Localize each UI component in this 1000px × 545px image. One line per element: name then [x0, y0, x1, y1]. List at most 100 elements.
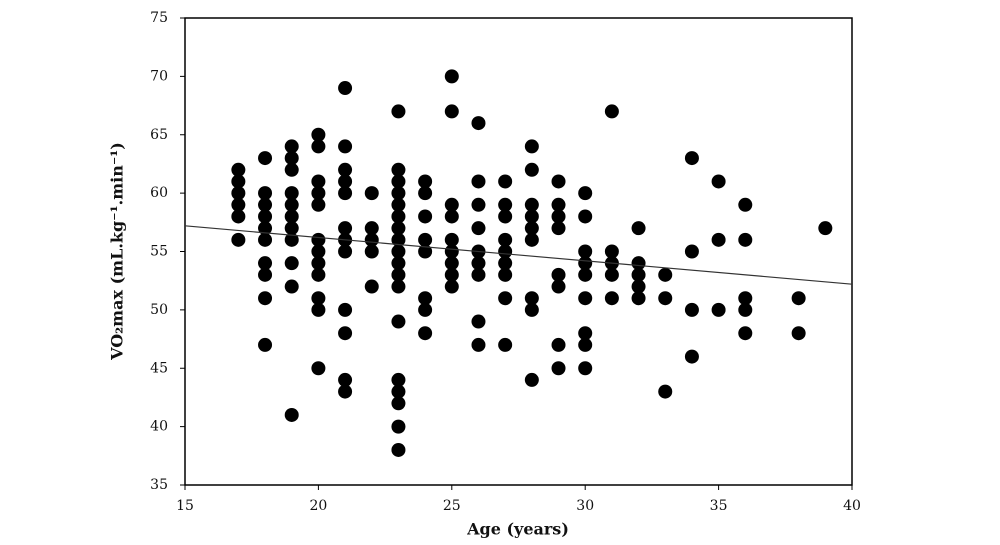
data-point [738, 326, 753, 341]
data-point [284, 162, 299, 177]
data-point [631, 267, 646, 282]
data-point [551, 209, 566, 224]
x-tick-label: 15 [176, 498, 194, 514]
data-point [418, 326, 433, 341]
data-point [284, 232, 299, 247]
y-tick-label: 65 [150, 127, 168, 143]
y-tick-label: 40 [150, 419, 168, 435]
data-point [311, 267, 326, 282]
data-point [258, 197, 273, 212]
data-point [258, 186, 273, 201]
data-point [684, 244, 699, 259]
data-point [364, 232, 379, 247]
data-point [524, 302, 539, 317]
data-point [258, 232, 273, 247]
data-point [498, 291, 513, 306]
data-point [231, 232, 246, 247]
x-axis-title: Age (years) [466, 520, 569, 539]
data-point [711, 174, 726, 189]
data-point [791, 326, 806, 341]
data-point [658, 384, 673, 399]
data-point [284, 209, 299, 224]
trend-line [184, 225, 853, 285]
data-point [231, 162, 246, 177]
data-point [738, 232, 753, 247]
data-point [524, 139, 539, 154]
data-point [284, 151, 299, 166]
data-point [658, 267, 673, 282]
data-point [231, 174, 246, 189]
data-point [684, 302, 699, 317]
data-point [498, 232, 513, 247]
data-point [498, 197, 513, 212]
data-point [258, 221, 273, 236]
data-point [338, 81, 353, 96]
data-point [684, 151, 699, 166]
data-point [418, 232, 433, 247]
data-point [604, 291, 619, 306]
data-point [231, 197, 246, 212]
data-point [658, 291, 673, 306]
data-point [524, 232, 539, 247]
data-point [418, 186, 433, 201]
data-point [311, 302, 326, 317]
data-point [604, 104, 619, 119]
data-point [444, 232, 459, 247]
data-point [711, 302, 726, 317]
data-point [258, 337, 273, 352]
data-point [738, 197, 753, 212]
x-tick-label: 25 [443, 498, 461, 514]
data-point [578, 361, 593, 376]
data-point [498, 267, 513, 282]
x-tick-label: 30 [576, 498, 594, 514]
data-point [231, 186, 246, 201]
data-point [444, 197, 459, 212]
data-point [311, 244, 326, 259]
y-tick-label: 60 [150, 185, 168, 201]
data-point [524, 197, 539, 212]
data-point [524, 372, 539, 387]
data-point [284, 139, 299, 154]
data-point [471, 256, 486, 271]
data-point [338, 162, 353, 177]
data-point [524, 162, 539, 177]
data-point [338, 139, 353, 154]
data-point [738, 302, 753, 317]
y-tick-label: 70 [150, 68, 168, 84]
data-point [391, 256, 406, 271]
data-point [524, 291, 539, 306]
data-point [471, 337, 486, 352]
data-point [391, 396, 406, 411]
x-tick-label: 20 [309, 498, 327, 514]
y-tick-label: 45 [150, 360, 168, 376]
y-axis-title: VO₂max (mL.kg⁻¹.min⁻¹) [108, 142, 127, 361]
data-point [818, 221, 833, 236]
data-point [338, 244, 353, 259]
data-point [498, 209, 513, 224]
data-point [471, 116, 486, 131]
data-point [578, 209, 593, 224]
data-point [551, 197, 566, 212]
data-point [311, 361, 326, 376]
data-point [284, 186, 299, 201]
data-point [364, 186, 379, 201]
data-point [338, 384, 353, 399]
data-point [738, 291, 753, 306]
data-point [364, 244, 379, 259]
data-point [391, 314, 406, 329]
data-point [364, 221, 379, 236]
data-point [311, 197, 326, 212]
data-point [684, 349, 699, 364]
data-point [338, 186, 353, 201]
data-point [391, 419, 406, 434]
data-point [338, 174, 353, 189]
data-point [391, 104, 406, 119]
x-tick-label: 40 [843, 498, 861, 514]
data-point [391, 162, 406, 177]
data-point [258, 151, 273, 166]
data-point [524, 209, 539, 224]
y-tick-label: 55 [150, 244, 168, 260]
y-tick-label: 50 [150, 302, 168, 318]
data-point [604, 244, 619, 259]
